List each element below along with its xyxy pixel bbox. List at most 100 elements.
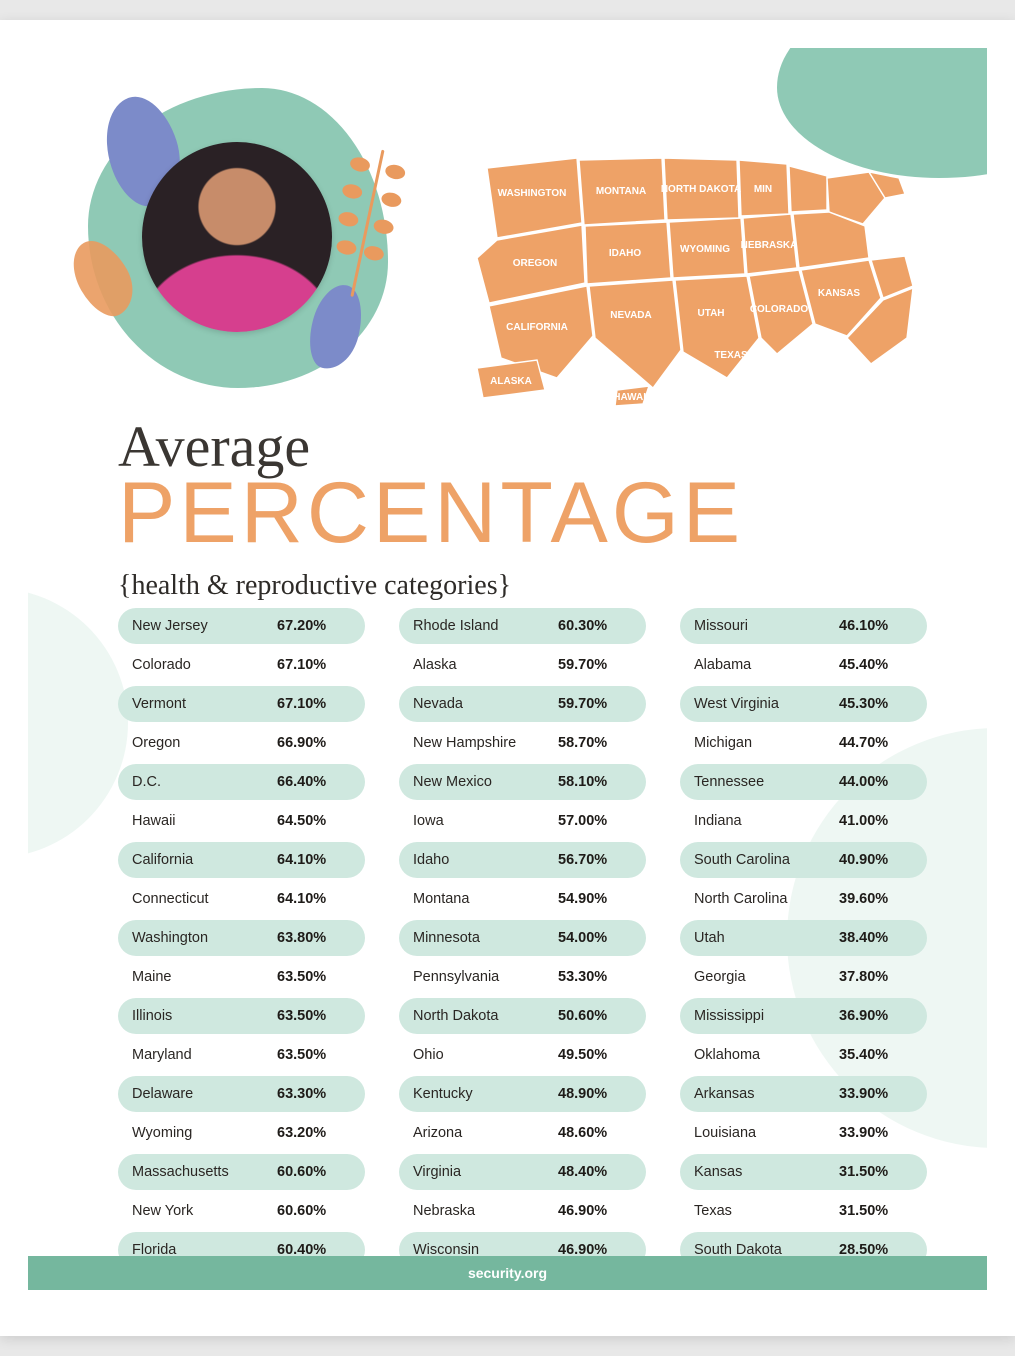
state-name: Alaska — [413, 657, 558, 673]
table-row: Colorado67.10% — [118, 647, 365, 683]
state-name: D.C. — [132, 774, 277, 790]
table-row: Missouri46.10% — [680, 608, 927, 644]
table-row: New Mexico58.10% — [399, 764, 646, 800]
table-row: North Dakota50.60% — [399, 998, 646, 1034]
table-row: Virginia48.40% — [399, 1154, 646, 1190]
state-pct: 36.90% — [839, 1008, 911, 1024]
state-name: Wyoming — [132, 1125, 277, 1141]
table-row: Oregon66.90% — [118, 725, 365, 761]
state-name: Delaware — [132, 1086, 277, 1102]
state-pct: 45.30% — [839, 696, 911, 712]
state-name: Arizona — [413, 1125, 558, 1141]
svg-text:MIN: MIN — [754, 184, 772, 195]
state-name: Oregon — [132, 735, 277, 751]
state-name: South Carolina — [694, 852, 839, 868]
svg-text:TEXAS: TEXAS — [714, 350, 748, 361]
state-pct: 54.00% — [558, 930, 630, 946]
table-row: Vermont67.10% — [118, 686, 365, 722]
state-name: Alabama — [694, 657, 839, 673]
title-main: PERCENTAGE — [118, 470, 744, 556]
state-pct: 35.40% — [839, 1047, 911, 1063]
table-row: Washington63.80% — [118, 920, 365, 956]
state-name: Louisiana — [694, 1125, 839, 1141]
state-name: Iowa — [413, 813, 558, 829]
state-pct: 66.40% — [277, 774, 349, 790]
table-row: Nevada59.70% — [399, 686, 646, 722]
table-row: Idaho56.70% — [399, 842, 646, 878]
state-name: New York — [132, 1203, 277, 1219]
state-name: North Dakota — [413, 1008, 558, 1024]
state-name: Mississippi — [694, 1008, 839, 1024]
state-name: Utah — [694, 930, 839, 946]
table-row: Alaska59.70% — [399, 647, 646, 683]
state-name: Texas — [694, 1203, 839, 1219]
state-name: Colorado — [132, 657, 277, 673]
table-row: Arizona48.60% — [399, 1115, 646, 1151]
state-name: Massachusetts — [132, 1164, 277, 1180]
table-row: Arkansas33.90% — [680, 1076, 927, 1112]
svg-text:HAWAII: HAWAII — [613, 392, 649, 403]
svg-text:NEBRASKA: NEBRASKA — [741, 240, 798, 251]
state-name: Virginia — [413, 1164, 558, 1180]
table-row: Connecticut64.10% — [118, 881, 365, 917]
state-name: Pennsylvania — [413, 969, 558, 985]
title-block: Average PERCENTAGE {health & reproductiv… — [118, 418, 927, 602]
state-name: North Carolina — [694, 891, 839, 907]
state-name: Montana — [413, 891, 558, 907]
state-name: Georgia — [694, 969, 839, 985]
state-name: Arkansas — [694, 1086, 839, 1102]
page-card: WASHINGTON OREGON MONTANA NORTH DAKOTA M… — [0, 20, 1015, 1336]
state-pct: 60.60% — [277, 1164, 349, 1180]
state-pct: 39.60% — [839, 891, 911, 907]
state-name: Vermont — [132, 696, 277, 712]
state-pct: 63.20% — [277, 1125, 349, 1141]
footer-text: security.org — [468, 1265, 547, 1281]
portrait-cluster — [88, 88, 388, 388]
infographic-canvas: WASHINGTON OREGON MONTANA NORTH DAKOTA M… — [28, 48, 987, 1308]
table-row: Maine63.50% — [118, 959, 365, 995]
table-row: Massachusetts60.60% — [118, 1154, 365, 1190]
table-row: Minnesota54.00% — [399, 920, 646, 956]
svg-text:OREGON: OREGON — [513, 258, 557, 269]
state-pct: 63.50% — [277, 1008, 349, 1024]
state-pct: 59.70% — [558, 657, 630, 673]
table-row: Texas31.50% — [680, 1193, 927, 1229]
table-row: South Carolina40.90% — [680, 842, 927, 878]
state-pct: 64.10% — [277, 852, 349, 868]
table-row: Georgia37.80% — [680, 959, 927, 995]
table-row: North Carolina39.60% — [680, 881, 927, 917]
state-pct: 48.90% — [558, 1086, 630, 1102]
table-row: Pennsylvania53.30% — [399, 959, 646, 995]
state-name: Ohio — [413, 1047, 558, 1063]
svg-text:ALASKA: ALASKA — [490, 376, 532, 387]
footer-bar: security.org — [28, 1256, 987, 1290]
state-pct: 54.90% — [558, 891, 630, 907]
svg-text:IDAHO: IDAHO — [609, 248, 641, 259]
table-row: Kentucky48.90% — [399, 1076, 646, 1112]
svg-text:COLORADO: COLORADO — [750, 304, 809, 315]
state-pct: 60.60% — [277, 1203, 349, 1219]
svg-text:MONTANA: MONTANA — [596, 186, 646, 197]
state-name: Maine — [132, 969, 277, 985]
state-name: New Hampshire — [413, 735, 558, 751]
state-pct: 50.60% — [558, 1008, 630, 1024]
table-row: Maryland63.50% — [118, 1037, 365, 1073]
state-pct: 63.30% — [277, 1086, 349, 1102]
state-pct: 64.10% — [277, 891, 349, 907]
state-name: Idaho — [413, 852, 558, 868]
state-pct: 38.40% — [839, 930, 911, 946]
table-row: New Hampshire58.70% — [399, 725, 646, 761]
state-name: Nebraska — [413, 1203, 558, 1219]
state-pct: 53.30% — [558, 969, 630, 985]
state-name: West Virginia — [694, 696, 839, 712]
state-name: Maryland — [132, 1047, 277, 1063]
state-pct: 58.70% — [558, 735, 630, 751]
state-pct: 40.90% — [839, 852, 911, 868]
state-name: Minnesota — [413, 930, 558, 946]
title-subtitle: {health & reproductive categories} — [118, 570, 511, 602]
table-row: Michigan44.70% — [680, 725, 927, 761]
state-pct: 57.00% — [558, 813, 630, 829]
state-pct: 33.90% — [839, 1125, 911, 1141]
state-pct: 44.00% — [839, 774, 911, 790]
svg-text:WYOMING: WYOMING — [680, 244, 730, 255]
